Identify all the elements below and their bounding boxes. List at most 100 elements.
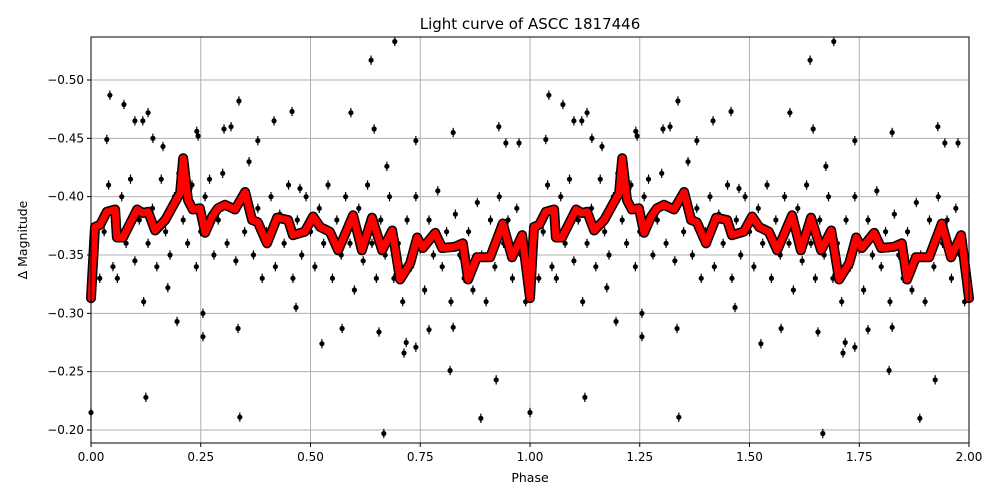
data-point bbox=[840, 348, 846, 358]
point-marker bbox=[560, 101, 566, 108]
point-marker bbox=[852, 138, 858, 144]
point-marker bbox=[104, 136, 110, 143]
point-marker bbox=[478, 415, 484, 421]
data-point bbox=[439, 262, 445, 272]
data-point bbox=[165, 283, 171, 293]
point-marker bbox=[926, 217, 933, 223]
point-marker bbox=[623, 240, 630, 246]
point-marker bbox=[667, 124, 673, 130]
data-point bbox=[140, 116, 146, 126]
data-point bbox=[602, 227, 608, 237]
data-point bbox=[544, 180, 551, 190]
data-point bbox=[582, 392, 588, 402]
point-marker bbox=[584, 240, 590, 246]
point-marker bbox=[347, 240, 353, 246]
point-marker bbox=[953, 205, 959, 211]
point-marker bbox=[163, 229, 169, 235]
point-marker bbox=[404, 217, 410, 223]
chart-title: Light curve of ASCC 1817446 bbox=[420, 15, 641, 33]
data-point bbox=[452, 209, 458, 219]
point-marker bbox=[724, 182, 731, 188]
data-point bbox=[121, 99, 127, 110]
data-point bbox=[319, 339, 325, 349]
point-marker bbox=[110, 264, 116, 270]
point-marker bbox=[303, 194, 309, 200]
point-marker bbox=[694, 138, 700, 144]
point-marker bbox=[496, 124, 502, 130]
data-point bbox=[778, 323, 784, 334]
point-marker bbox=[742, 194, 748, 200]
data-point bbox=[381, 428, 387, 439]
point-marker bbox=[496, 194, 502, 200]
data-point bbox=[163, 227, 169, 237]
data-point bbox=[376, 327, 382, 337]
data-point bbox=[496, 122, 502, 132]
data-point bbox=[294, 215, 300, 225]
x-tick-label: 1.50 bbox=[736, 450, 763, 464]
point-marker bbox=[773, 217, 779, 223]
point-marker bbox=[356, 205, 362, 211]
point-marker bbox=[599, 143, 605, 150]
point-marker bbox=[685, 159, 691, 165]
point-marker bbox=[675, 98, 681, 104]
data-point bbox=[728, 106, 734, 117]
data-point bbox=[887, 297, 893, 307]
data-point bbox=[180, 215, 186, 225]
point-marker bbox=[790, 287, 797, 293]
data-point bbox=[623, 238, 630, 248]
data-point bbox=[810, 124, 816, 134]
data-point bbox=[348, 108, 354, 118]
point-marker bbox=[878, 264, 884, 270]
point-marker bbox=[852, 344, 858, 350]
data-point bbox=[650, 250, 656, 260]
data-point bbox=[215, 215, 221, 225]
point-marker bbox=[795, 205, 801, 211]
point-marker bbox=[413, 138, 419, 144]
point-marker bbox=[325, 182, 331, 188]
point-marker bbox=[509, 275, 516, 281]
data-point bbox=[435, 186, 441, 196]
point-marker bbox=[224, 240, 230, 246]
data-point bbox=[558, 192, 564, 202]
data-point bbox=[514, 203, 520, 213]
point-marker bbox=[820, 430, 826, 437]
data-point bbox=[674, 323, 680, 334]
point-marker bbox=[290, 275, 296, 281]
point-marker bbox=[351, 287, 357, 293]
point-marker bbox=[195, 133, 201, 139]
data-point bbox=[694, 136, 700, 146]
data-point bbox=[268, 192, 274, 202]
point-marker bbox=[121, 101, 127, 108]
point-marker bbox=[450, 324, 456, 330]
point-marker bbox=[321, 240, 327, 246]
point-marker bbox=[645, 176, 652, 182]
point-marker bbox=[736, 185, 742, 192]
data-point bbox=[589, 133, 595, 143]
point-marker bbox=[760, 240, 766, 246]
point-marker bbox=[840, 350, 846, 356]
point-marker bbox=[371, 126, 377, 132]
x-tick-label: 0.50 bbox=[297, 450, 324, 464]
data-point bbox=[154, 262, 160, 272]
data-point bbox=[443, 227, 450, 237]
data-point bbox=[255, 203, 261, 213]
point-marker bbox=[293, 304, 299, 311]
data-point bbox=[493, 375, 499, 385]
data-point bbox=[371, 124, 377, 134]
point-marker bbox=[861, 287, 867, 293]
point-marker bbox=[641, 194, 647, 200]
data-point bbox=[720, 238, 726, 248]
data-point bbox=[285, 180, 292, 190]
data-point bbox=[271, 116, 277, 126]
point-marker bbox=[711, 264, 717, 270]
data-point bbox=[110, 262, 116, 272]
point-marker bbox=[694, 205, 700, 211]
point-marker bbox=[553, 275, 559, 281]
point-marker bbox=[787, 110, 793, 116]
data-point bbox=[450, 127, 456, 138]
point-marker bbox=[236, 98, 242, 104]
data-point bbox=[343, 192, 349, 202]
data-point bbox=[430, 250, 437, 260]
point-marker bbox=[654, 217, 660, 223]
